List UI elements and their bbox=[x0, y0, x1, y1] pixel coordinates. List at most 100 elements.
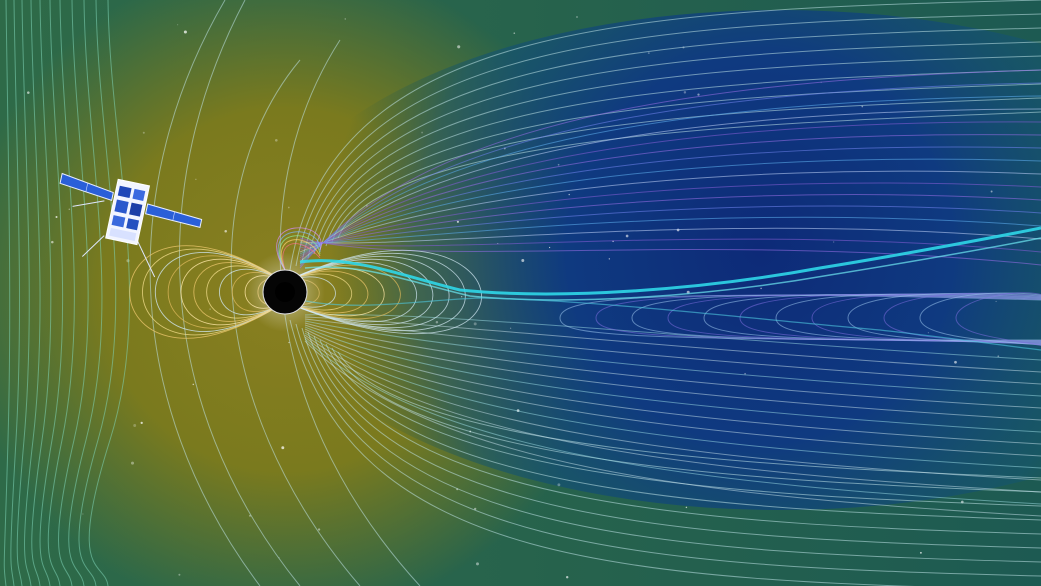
star bbox=[861, 105, 864, 108]
star bbox=[27, 91, 30, 94]
magnetopause-line bbox=[149, 0, 261, 586]
star bbox=[281, 446, 285, 450]
lower-boundary-line bbox=[319, 339, 1041, 521]
tail-closed-loop bbox=[703, 293, 1041, 343]
solar-wind-line bbox=[47, 0, 75, 586]
solar-wind-line bbox=[68, 0, 103, 586]
star bbox=[142, 131, 145, 134]
tail-line-north bbox=[299, 95, 1041, 265]
tail-line-south bbox=[304, 320, 1041, 397]
tail-line-south bbox=[304, 334, 1041, 481]
star bbox=[183, 30, 187, 34]
tail-line-north bbox=[299, 82, 1041, 267]
tail-line-south bbox=[304, 340, 1041, 517]
tail-line-south bbox=[304, 328, 1041, 445]
solar-wind-line bbox=[39, 0, 64, 586]
tail-line-north bbox=[299, 69, 1041, 269]
lower-boundary-line bbox=[325, 343, 1041, 507]
star bbox=[274, 138, 278, 142]
tail-line-north bbox=[299, 182, 1041, 251]
star bbox=[82, 513, 84, 515]
tail-line-south bbox=[304, 326, 1041, 433]
dipole-loop-nightside bbox=[284, 253, 466, 331]
star bbox=[435, 320, 439, 324]
tail-line-north bbox=[299, 238, 1041, 253]
star bbox=[474, 507, 477, 511]
tail-line-south bbox=[304, 338, 1041, 505]
tail-closed-loop bbox=[739, 293, 1041, 343]
star bbox=[55, 215, 58, 219]
star bbox=[919, 551, 922, 554]
solar-wind-line bbox=[31, 0, 52, 586]
solar-wind-line bbox=[3, 0, 11, 586]
tail-line-south bbox=[304, 313, 1041, 361]
tail-line-north bbox=[299, 216, 1041, 245]
star bbox=[177, 24, 179, 26]
star bbox=[140, 421, 143, 425]
star bbox=[647, 52, 650, 55]
star bbox=[927, 332, 929, 334]
dipole-loop-nightside bbox=[284, 270, 369, 314]
tail-closed-loop bbox=[955, 292, 1041, 346]
upper-boundary-line bbox=[289, 0, 1041, 271]
lower-boundary-line bbox=[313, 335, 1041, 535]
star bbox=[317, 528, 321, 531]
star bbox=[421, 131, 424, 134]
star bbox=[192, 383, 195, 386]
star bbox=[456, 220, 459, 223]
star bbox=[195, 178, 197, 180]
tail-line-south bbox=[304, 316, 1041, 373]
dipole-loop-dayside bbox=[180, 258, 286, 326]
lower-boundary-line bbox=[301, 327, 1041, 563]
star bbox=[990, 190, 993, 193]
tail-closed-loop bbox=[847, 292, 1041, 345]
upper-boundary-line bbox=[313, 55, 1041, 255]
tail-line-north bbox=[299, 170, 1041, 253]
tail-closed-loop bbox=[811, 293, 1041, 344]
star bbox=[457, 45, 461, 49]
solar-wind-field-lines bbox=[3, 0, 130, 586]
dipole-loop-nightside bbox=[284, 258, 434, 326]
solar-wind-line bbox=[16, 0, 30, 586]
star bbox=[548, 246, 551, 249]
star bbox=[133, 424, 137, 427]
star bbox=[625, 234, 629, 238]
tail-line-north bbox=[299, 108, 1041, 263]
tail-line-north bbox=[299, 121, 1041, 261]
tail-line-south bbox=[304, 324, 1041, 421]
tail-line-north bbox=[299, 146, 1041, 257]
tail-line-south bbox=[304, 322, 1041, 409]
dipole-loop-dayside bbox=[206, 265, 286, 319]
star bbox=[954, 360, 957, 364]
star bbox=[685, 506, 688, 509]
star bbox=[568, 193, 570, 196]
star bbox=[744, 372, 746, 375]
star bbox=[461, 296, 463, 298]
star bbox=[68, 208, 71, 211]
solar-wind-line bbox=[88, 0, 130, 586]
satellite-icon bbox=[59, 172, 203, 278]
magnetopause-line bbox=[230, 59, 361, 586]
tail-line-south bbox=[304, 330, 1041, 457]
earth-icon bbox=[245, 252, 325, 332]
dipole-loop-nightside bbox=[284, 264, 401, 320]
upper-boundary-line bbox=[319, 69, 1041, 251]
tail-line-north bbox=[299, 158, 1041, 255]
dipole-loop-nightside bbox=[284, 255, 450, 329]
tail-closed-loop bbox=[919, 292, 1041, 346]
tail-closed-loop bbox=[775, 293, 1041, 344]
dipole-loop-dayside bbox=[142, 248, 286, 336]
star bbox=[566, 576, 569, 579]
dipole-loop-dayside bbox=[129, 245, 286, 339]
upper-boundary-line bbox=[331, 97, 1041, 243]
star bbox=[576, 16, 578, 18]
star bbox=[833, 241, 835, 243]
dipole-loop-dayside bbox=[167, 255, 286, 329]
star bbox=[557, 483, 561, 487]
star bbox=[608, 258, 610, 260]
star bbox=[521, 259, 525, 262]
upper-boundary-line bbox=[301, 27, 1041, 263]
star bbox=[557, 163, 560, 166]
solar-wind-line bbox=[10, 0, 20, 586]
